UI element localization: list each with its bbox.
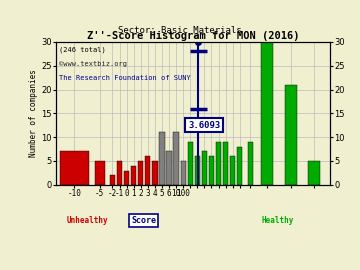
Title: Z''-Score Histogram for MON (2016): Z''-Score Histogram for MON (2016) — [87, 31, 299, 41]
Text: Unhealthy: Unhealthy — [66, 216, 108, 225]
Bar — [261, 42, 273, 185]
Bar — [159, 132, 165, 185]
Bar — [166, 151, 172, 185]
Bar — [152, 161, 158, 185]
Y-axis label: Number of companies: Number of companies — [30, 69, 39, 157]
Bar — [248, 142, 253, 185]
Bar — [216, 142, 221, 185]
Bar — [209, 156, 214, 185]
Bar — [223, 142, 228, 185]
Text: ©www.textbiz.org: ©www.textbiz.org — [59, 60, 127, 66]
Bar — [131, 166, 136, 185]
Bar — [285, 85, 297, 185]
Bar — [202, 151, 207, 185]
Bar — [117, 161, 122, 185]
Bar — [174, 132, 179, 185]
Bar — [110, 175, 115, 185]
Bar — [188, 142, 193, 185]
Text: 3.6093: 3.6093 — [188, 120, 220, 130]
Bar — [181, 161, 186, 185]
Bar — [308, 161, 320, 185]
Bar — [95, 161, 105, 185]
Bar — [230, 156, 235, 185]
Text: (246 total): (246 total) — [59, 46, 105, 53]
Bar — [237, 147, 242, 185]
Bar — [195, 156, 200, 185]
Bar — [138, 161, 143, 185]
Bar — [60, 151, 89, 185]
Text: Healthy: Healthy — [262, 216, 294, 225]
Bar — [124, 171, 129, 185]
Text: The Research Foundation of SUNY: The Research Foundation of SUNY — [59, 75, 190, 81]
Text: Score: Score — [131, 216, 156, 225]
Bar — [145, 156, 150, 185]
Text: Sector: Basic Materials: Sector: Basic Materials — [118, 26, 242, 35]
